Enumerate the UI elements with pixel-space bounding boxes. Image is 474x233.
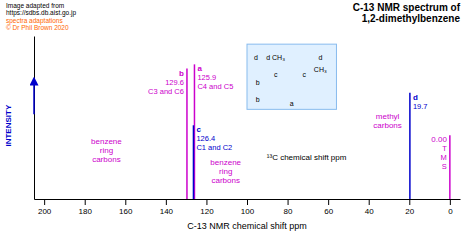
x-axis-title: C-13 NMR chemical shift ppm (187, 221, 307, 231)
intensity-arrow (33, 78, 35, 114)
annotation-line: carbons (211, 176, 239, 185)
peak-label: C4 and C5 (197, 82, 233, 91)
peak (193, 125, 195, 199)
x-tick: 140 (160, 199, 174, 216)
x-tick-mark (450, 199, 451, 205)
x-tick-mark (409, 199, 410, 205)
peak-label: 19.7 (413, 102, 428, 111)
y-axis-title: INTENSITY (4, 104, 13, 146)
peak-label: C1 and C2 (196, 143, 232, 152)
peak-label: 129.6 (165, 78, 184, 87)
x-tick-mark (369, 199, 370, 205)
annotation-line: methyl (376, 112, 400, 121)
structure-box: d CH₃ d CH₃ d b b a c c (247, 44, 336, 109)
x-tick: 20 (405, 199, 414, 216)
annotation: benzeneringcarbons (91, 137, 122, 164)
x-tick-mark (166, 199, 167, 205)
annotation: methylcarbons (373, 112, 401, 130)
credit-line: https://sdbs.db.aist.go.jp (6, 9, 76, 17)
x-tick-label: 0 (448, 207, 453, 216)
structure-label: d CH₃ (266, 54, 285, 61)
structure-label: b (256, 79, 260, 86)
x-tick: 80 (284, 199, 293, 216)
y-axis-line (34, 37, 35, 200)
peak (409, 93, 411, 199)
x-tick-label: 180 (79, 207, 93, 216)
x-tick-mark (206, 199, 207, 205)
structure-label: c (274, 71, 278, 78)
title-line: C-13 NMR spectrum of (353, 2, 461, 13)
peak-labels: b129.6C3 and C6a125.9C4 and C5c126.4C1 a… (148, 64, 447, 171)
annotation-line: ring (100, 146, 113, 155)
title-line: 1,2-dimethylbenzene (362, 13, 461, 24)
structure-label: a (290, 100, 294, 107)
x-tick-label: 100 (241, 207, 255, 216)
structure-label: d (318, 54, 322, 61)
x-tick-label: 20 (405, 207, 414, 216)
x-tick: 40 (365, 199, 374, 216)
peak (186, 69, 188, 199)
annotation-line: carbons (373, 121, 401, 130)
x-tick-mark (44, 199, 45, 205)
annotation-line: carbons (92, 155, 120, 164)
peak-label: d (413, 93, 418, 102)
credit: Image adapted fromhttps://sdbs.db.aist.g… (6, 2, 76, 17)
annotation-line: ring (219, 167, 232, 176)
structure-label: CH₃ (314, 66, 327, 73)
title: C-13 NMR spectrum of1,2-dimethylbenzene (353, 2, 461, 24)
peak-label: T (442, 144, 447, 153)
structure-label: b (256, 96, 260, 103)
x-tick: 0 (448, 199, 453, 216)
x-tick: 60 (324, 199, 333, 216)
x-tick: 100 (241, 199, 255, 216)
peak-label: a (197, 64, 202, 73)
x-tick-label: 60 (324, 207, 333, 216)
x-tick-mark (85, 199, 86, 205)
x-tick: 200 (38, 199, 52, 216)
structure-background (247, 44, 336, 109)
peak-label: 125.9 (197, 73, 216, 82)
credit-line: © Dr Phil Brown 2020 (6, 24, 69, 31)
x-axis: 200180160140120100806040200 (35, 199, 461, 216)
chart: 200180160140120100806040200d CH₃dCH₃dbba… (0, 0, 474, 233)
x-tick-mark (125, 199, 126, 205)
x-tick: 180 (79, 199, 93, 216)
annotation: benzeneringcarbons (210, 158, 241, 185)
x-tick-mark (247, 199, 248, 205)
x-tick-label: 40 (365, 207, 374, 216)
x-tick-mark (328, 199, 329, 205)
annotation-line: benzene (210, 158, 241, 167)
x-tick-label: 140 (160, 207, 174, 216)
structure-label: d (254, 54, 258, 61)
peaks (187, 64, 450, 199)
x-tick: 160 (119, 199, 133, 216)
peak-label: b (179, 69, 184, 78)
x-tick-mark (288, 199, 289, 205)
annotation-line: benzene (91, 137, 122, 146)
peak-label: 0.00 (431, 135, 447, 144)
peak-label: c (196, 125, 201, 134)
peak-label: S (442, 162, 447, 171)
credit: spectra adaptations© Dr Phil Brown 2020 (6, 17, 69, 31)
peak-label: M (441, 153, 447, 162)
x-tick-label: 200 (38, 207, 52, 216)
plot: 200180160140120100806040200d CH₃dCH₃dbba… (34, 37, 461, 216)
structure-label: c (303, 71, 307, 78)
peak-label: 126.4 (196, 134, 215, 143)
x-tick-label: 80 (284, 207, 293, 216)
x-tick: 120 (200, 199, 214, 216)
y-axis (34, 37, 35, 200)
x-tick-label: 160 (119, 207, 133, 216)
peak-label: C3 and C6 (148, 87, 184, 96)
chem-shift-label: ¹³C chemical shift ppm (267, 153, 347, 162)
peak (194, 64, 196, 199)
x-tick-label: 120 (200, 207, 214, 216)
peak (449, 135, 451, 199)
